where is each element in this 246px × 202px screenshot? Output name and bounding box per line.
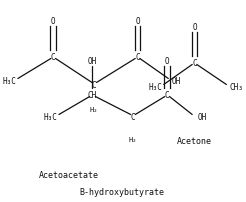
Text: B-hydroxybutyrate: B-hydroxybutyrate xyxy=(79,187,164,196)
Text: OH: OH xyxy=(198,113,207,121)
Text: C: C xyxy=(135,53,140,62)
Text: O: O xyxy=(51,17,56,26)
Text: O: O xyxy=(165,57,169,66)
Text: O: O xyxy=(135,17,140,26)
Text: OH: OH xyxy=(172,77,181,86)
Text: CH₃: CH₃ xyxy=(230,83,244,92)
Text: C: C xyxy=(192,59,197,68)
Text: C: C xyxy=(165,90,169,100)
Text: C: C xyxy=(131,113,135,121)
Text: H₃C: H₃C xyxy=(149,83,163,92)
Text: O: O xyxy=(192,23,197,32)
Text: C: C xyxy=(92,81,96,89)
Text: H₃C: H₃C xyxy=(3,77,17,86)
Text: CH: CH xyxy=(87,90,97,100)
Text: H₂: H₂ xyxy=(90,106,98,112)
Text: Acetoacetate: Acetoacetate xyxy=(39,170,99,179)
Text: C: C xyxy=(51,53,56,62)
Text: OH: OH xyxy=(87,57,97,66)
Text: H₃C: H₃C xyxy=(44,113,58,121)
Text: H₂: H₂ xyxy=(129,136,137,142)
Text: Acetone: Acetone xyxy=(177,136,212,145)
